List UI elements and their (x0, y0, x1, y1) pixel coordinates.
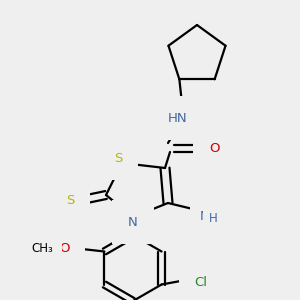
Text: CH₃: CH₃ (31, 242, 53, 254)
Text: HN: HN (168, 112, 188, 124)
Text: N: N (200, 209, 210, 223)
Text: O: O (59, 242, 69, 254)
Text: H: H (208, 212, 217, 224)
Text: S: S (66, 194, 74, 206)
Text: O: O (209, 142, 219, 154)
Text: S: S (114, 152, 122, 164)
Text: H: H (200, 197, 210, 211)
Text: Cl: Cl (194, 275, 208, 289)
Text: N: N (128, 215, 138, 229)
